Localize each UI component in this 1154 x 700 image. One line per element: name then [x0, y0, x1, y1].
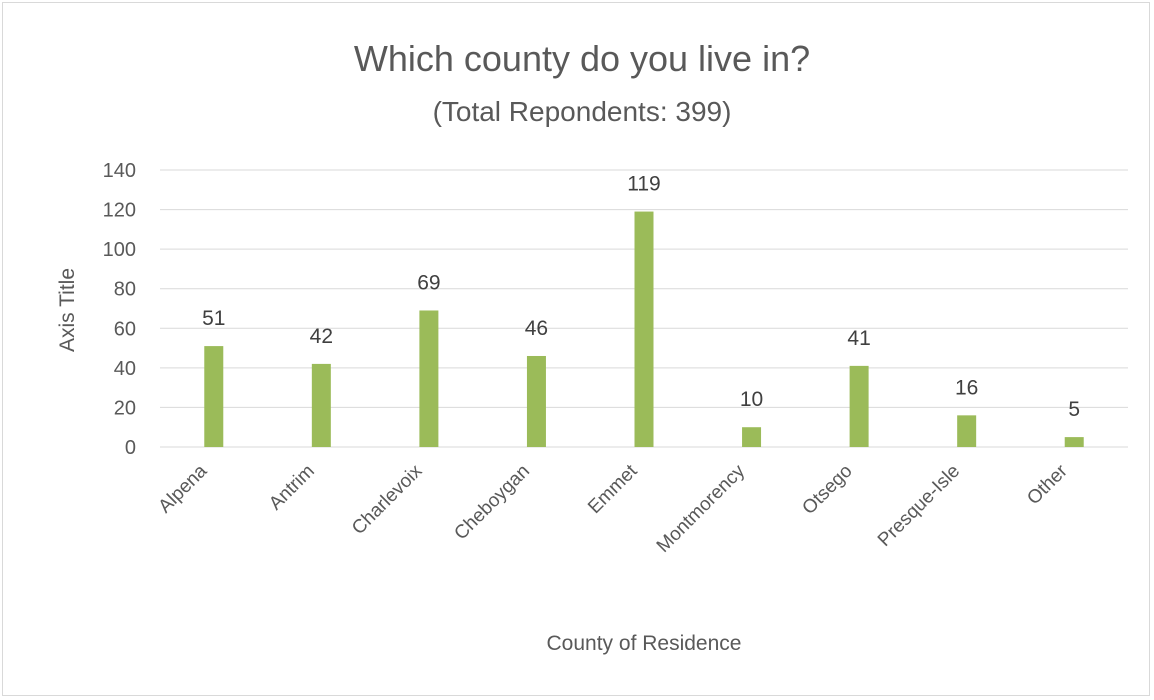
- bar-emmet: [634, 211, 654, 447]
- bar-otsego: [849, 365, 869, 447]
- y-tick-label: 20: [114, 397, 136, 419]
- y-tick-label: 60: [114, 318, 136, 340]
- data-label: 5: [1068, 398, 1080, 421]
- bar-presque-isle: [957, 415, 977, 447]
- bar-montmorency: [742, 427, 762, 447]
- x-tick-label: Other: [1023, 460, 1072, 509]
- bars: [204, 211, 1084, 447]
- chart-subtitle: (Total Repondents: 399): [433, 96, 732, 127]
- x-tick-label: Otsego: [798, 461, 856, 519]
- bar-charlevoix: [419, 310, 439, 447]
- bar-other: [1064, 437, 1084, 447]
- data-label: 41: [847, 327, 870, 350]
- y-tick-label: 120: [103, 200, 136, 222]
- data-label: 16: [955, 376, 978, 399]
- y-axis-ticks: 0 20 40 60 80 100 120 140: [103, 160, 136, 459]
- y-tick-label: 100: [103, 239, 136, 261]
- x-tick-label: Charlevoix: [348, 460, 427, 539]
- data-label: 10: [740, 388, 763, 411]
- x-axis-ticks: Alpena Antrim Charlevoix Cheboygan Emmet Mont…: [155, 460, 1073, 557]
- chart-title: Which county do you live in?: [354, 38, 810, 79]
- y-tick-label: 140: [103, 160, 136, 182]
- data-label: 42: [310, 325, 333, 348]
- bar-cheboygan: [526, 355, 546, 447]
- x-tick-label: Emmet: [584, 460, 642, 518]
- bar-antrim: [311, 363, 331, 447]
- bar-alpena: [204, 346, 224, 447]
- y-tick-label: 40: [114, 358, 136, 380]
- data-label: 119: [627, 173, 660, 196]
- y-axis-title: Axis Title: [56, 268, 79, 352]
- data-label: 51: [202, 307, 225, 330]
- y-tick-label: 0: [125, 437, 136, 459]
- x-tick-label: Cheboygan: [450, 461, 534, 545]
- x-tick-label: Antrim: [265, 461, 319, 515]
- y-tick-label: 80: [114, 279, 136, 301]
- x-tick-label: Presque-Isle: [874, 461, 964, 551]
- x-tick-label: Alpena: [155, 460, 212, 517]
- x-tick-label: Montmorency: [653, 460, 750, 557]
- x-axis-title: County of Residence: [547, 632, 742, 655]
- data-label: 69: [417, 271, 440, 294]
- data-labels: 51 42 69 46 119 10 41 16 5: [202, 173, 1080, 422]
- data-label: 46: [525, 317, 548, 340]
